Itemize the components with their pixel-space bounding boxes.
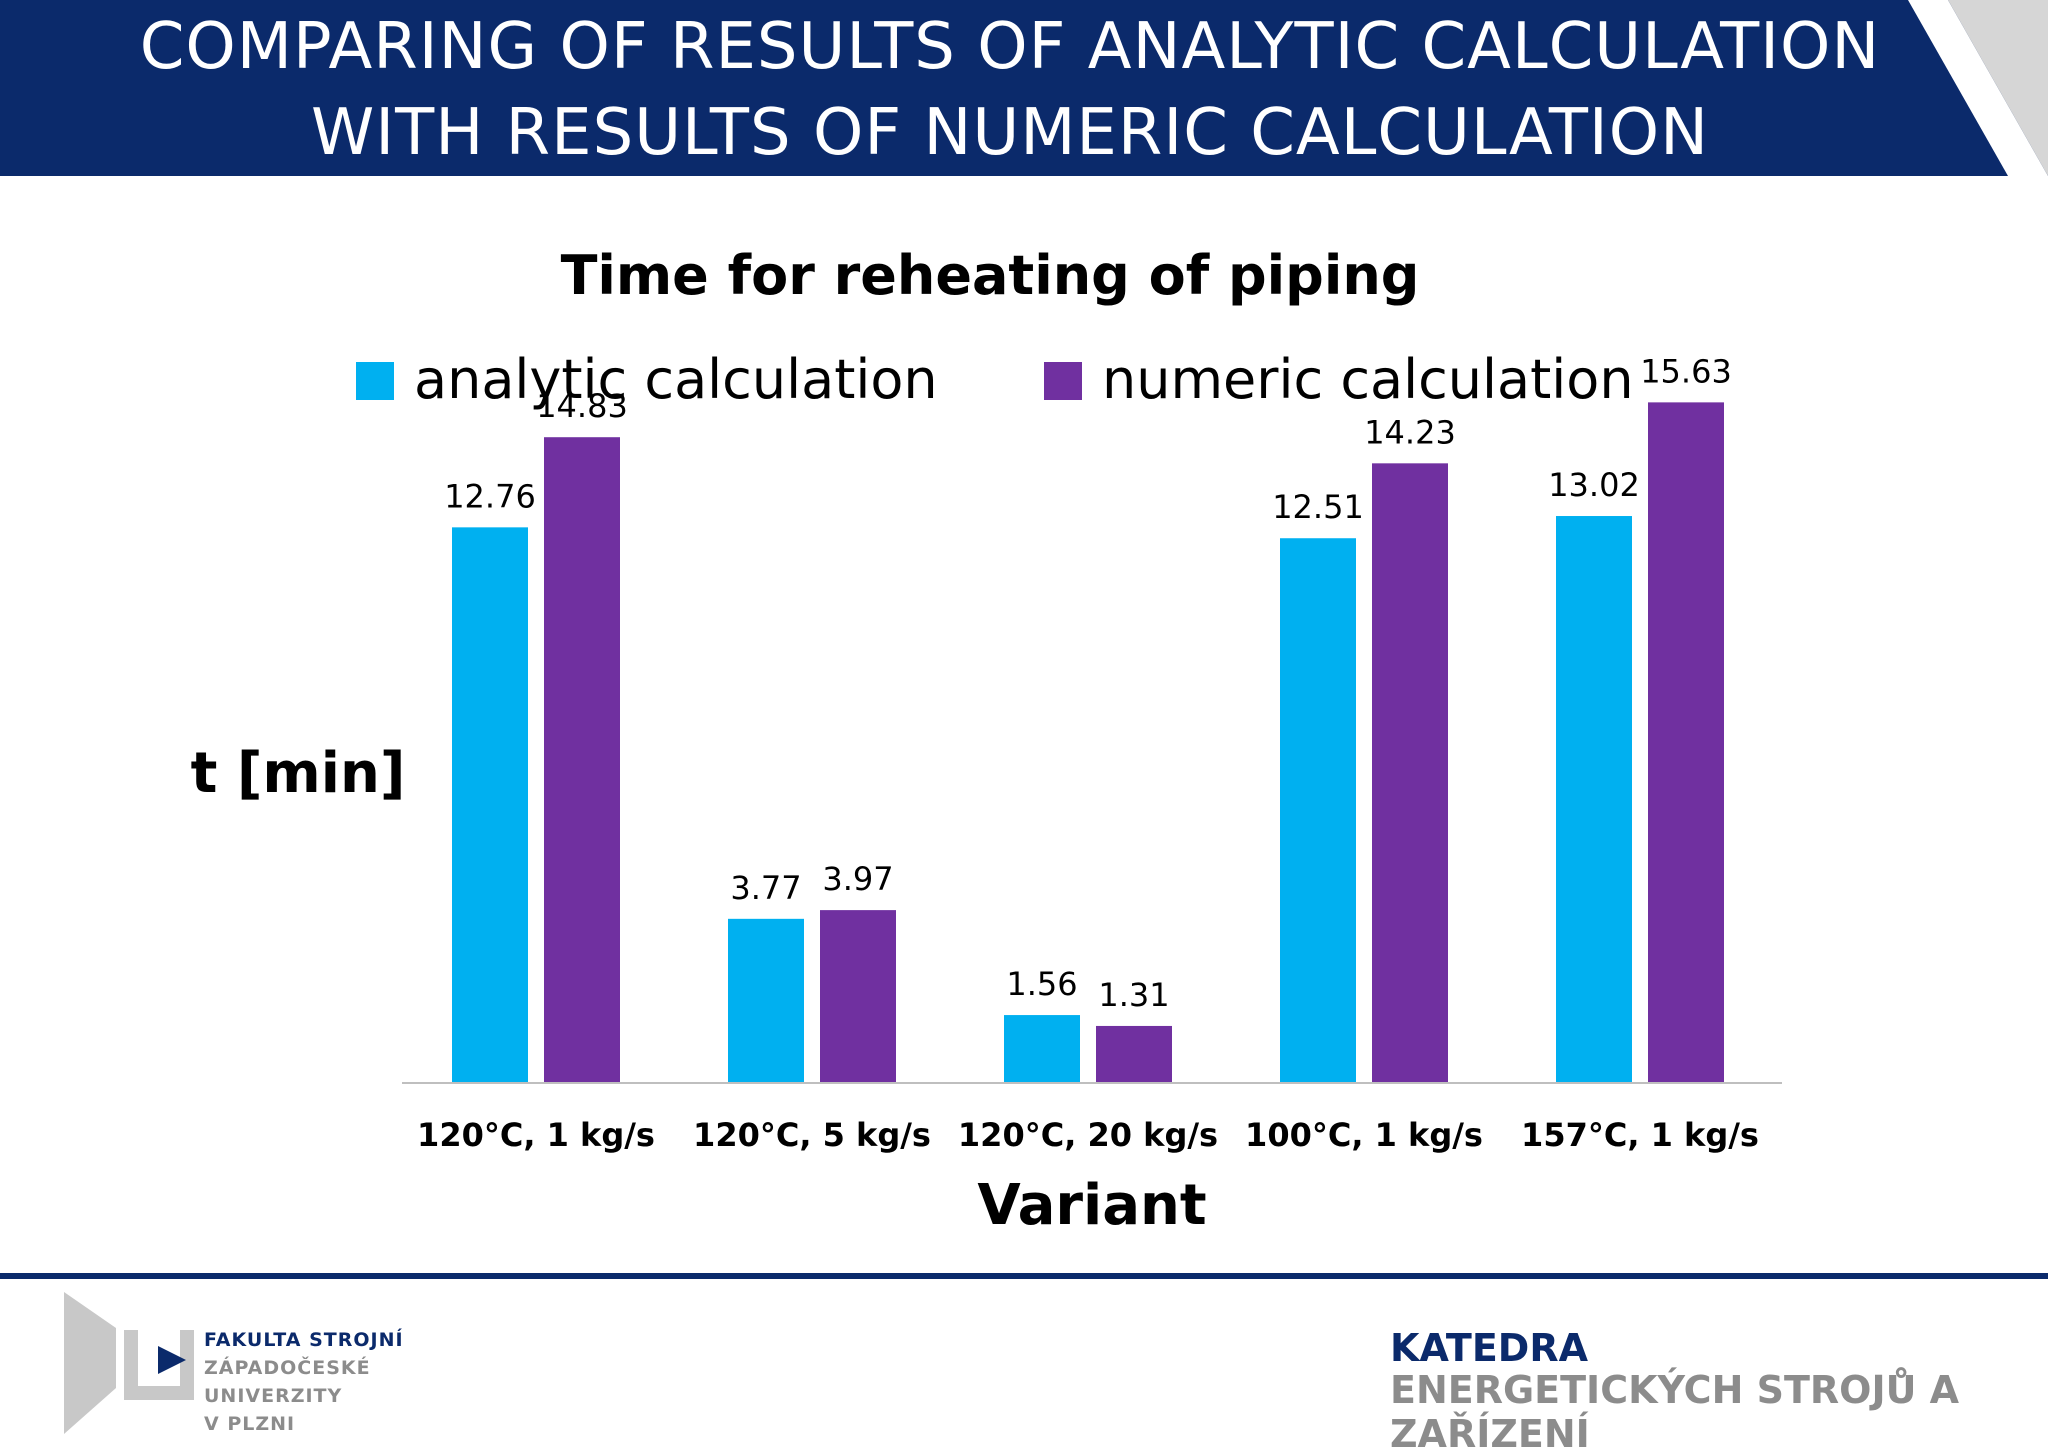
university-logo-icon — [64, 1292, 194, 1434]
footer-rule — [0, 1273, 2048, 1279]
x-tick-label-3: 100°C, 1 kg/s — [1245, 1116, 1483, 1154]
data-label-numeric-2: 1.31 — [1098, 976, 1169, 1014]
slide-title-line-2: WITH RESULTS OF NUMERIC CALCULATION — [310, 96, 1710, 170]
header-corner-decoration — [1908, 0, 2048, 176]
data-label-analytic-0: 12.76 — [444, 477, 536, 515]
bar-numeric-0 — [544, 437, 620, 1083]
logo-text-university-2: UNIVERZITY — [204, 1385, 343, 1407]
bar-analytic-1 — [728, 918, 804, 1083]
data-label-analytic-3: 12.51 — [1272, 488, 1364, 526]
legend-label-0: analytic calculation — [414, 348, 938, 411]
legend-swatch-0 — [356, 362, 394, 400]
x-tick-labels: 120°C, 1 kg/s 120°C, 5 kg/s 120°C, 20 kg/s… — [417, 1116, 1759, 1154]
bar-numeric-1 — [820, 910, 896, 1083]
logo-text-faculty: FAKULTA STROJNÍ — [204, 1329, 404, 1351]
bar-numeric-3 — [1372, 463, 1448, 1083]
bar-analytic-3 — [1280, 538, 1356, 1083]
department-name-line-1: KATEDRA — [1390, 1326, 1588, 1370]
x-tick-label-2: 120°C, 20 kg/s — [958, 1116, 1218, 1154]
bars — [452, 402, 1724, 1083]
bar-analytic-2 — [1004, 1015, 1080, 1083]
logo-text-university-1: ZÁPADOČESKÉ — [204, 1357, 371, 1379]
chart-title: Time for reheating of piping — [561, 244, 1420, 307]
data-label-analytic-1: 3.77 — [730, 869, 801, 907]
bar-numeric-4 — [1648, 402, 1724, 1083]
bar-numeric-2 — [1096, 1025, 1172, 1083]
slide-title-line-1: COMPARING OF RESULTS OF ANALYTIC CALCULA… — [139, 10, 1881, 84]
legend-label-1: numeric calculation — [1102, 348, 1634, 411]
legend-swatch-1 — [1044, 362, 1082, 400]
x-axis-label: Variant — [977, 1173, 1206, 1238]
x-tick-label-1: 120°C, 5 kg/s — [693, 1116, 931, 1154]
data-label-numeric-3: 14.23 — [1364, 413, 1456, 451]
bar-chart: Time for reheating of piping analytic ca… — [191, 244, 1782, 1238]
slide-title: COMPARING OF RESULTS OF ANALYTIC CALCULA… — [0, 4, 2020, 174]
data-label-numeric-4: 15.63 — [1640, 352, 1732, 390]
x-tick-label-0: 120°C, 1 kg/s — [417, 1116, 655, 1154]
bar-analytic-0 — [452, 527, 528, 1083]
y-axis-label: t [min] — [191, 741, 406, 806]
x-tick-label-4: 157°C, 1 kg/s — [1521, 1116, 1759, 1154]
data-label-analytic-2: 1.56 — [1006, 965, 1077, 1003]
data-label-numeric-0: 14.83 — [536, 387, 628, 425]
logo-text-university-3: V PLZNI — [204, 1413, 296, 1435]
data-label-numeric-1: 3.97 — [822, 860, 893, 898]
legend: analytic calculation numeric calculation — [356, 348, 1634, 411]
data-label-analytic-4: 13.02 — [1548, 466, 1640, 504]
bar-analytic-4 — [1556, 516, 1632, 1083]
department-name-line-2: ENERGETICKÝCH STROJŮ A ZAŘÍZENÍ — [1390, 1368, 1960, 1456]
header-band — [0, 0, 2048, 176]
